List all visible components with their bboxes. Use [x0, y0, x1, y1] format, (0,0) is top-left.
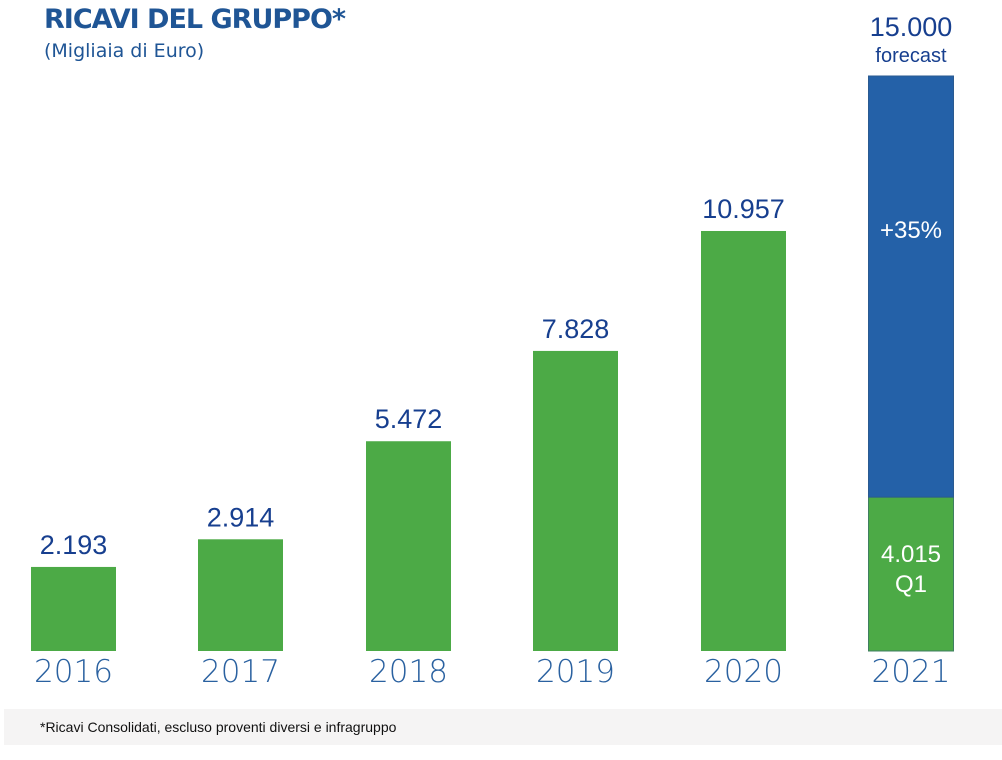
bar-2020 [701, 230, 786, 651]
x-tick-label-2019: 2019 [536, 654, 615, 690]
q1-label: Q1 [895, 571, 927, 598]
chart-subtitle: (Migliaia di Euro) [44, 40, 205, 62]
footnote-text: *Ricavi Consolidati, escluso proventi di… [40, 719, 397, 735]
bar-2017 [198, 539, 283, 651]
x-tick-label-2016: 2016 [34, 654, 113, 690]
bar-2016 [31, 566, 116, 651]
bar-2019 [533, 350, 618, 651]
x-tick-label-2020: 2020 [704, 654, 783, 690]
footnote-box: *Ricavi Consolidati, escluso proventi di… [4, 709, 1002, 745]
x-tick-label-2017: 2017 [201, 654, 280, 690]
chart-title: RICAVI DEL GRUPPO* [44, 4, 346, 35]
bar-2018 [366, 441, 451, 651]
data-label-2019: 7.828 [542, 314, 610, 344]
x-tick-label-2018: 2018 [369, 654, 448, 690]
x-tick-label-2021: 2021 [872, 654, 951, 690]
data-label-2021: 15.000 [870, 12, 953, 42]
q1-value-label: 4.015 [881, 541, 941, 568]
data-label-2017: 2.914 [207, 502, 275, 532]
growth-label: +35% [880, 217, 942, 244]
data-label-2020: 10.957 [702, 194, 785, 224]
data-label-2016: 2.193 [40, 530, 108, 560]
data-label-2018: 5.472 [375, 404, 443, 434]
forecast-label: forecast [875, 45, 947, 67]
bar-chart: 2.193 2016 2.914 2017 5.472 2018 7.828 2019 10.9… [31, 12, 954, 690]
bar-2021 [868, 496, 954, 652]
bar-forecast-2021 [868, 75, 954, 498]
